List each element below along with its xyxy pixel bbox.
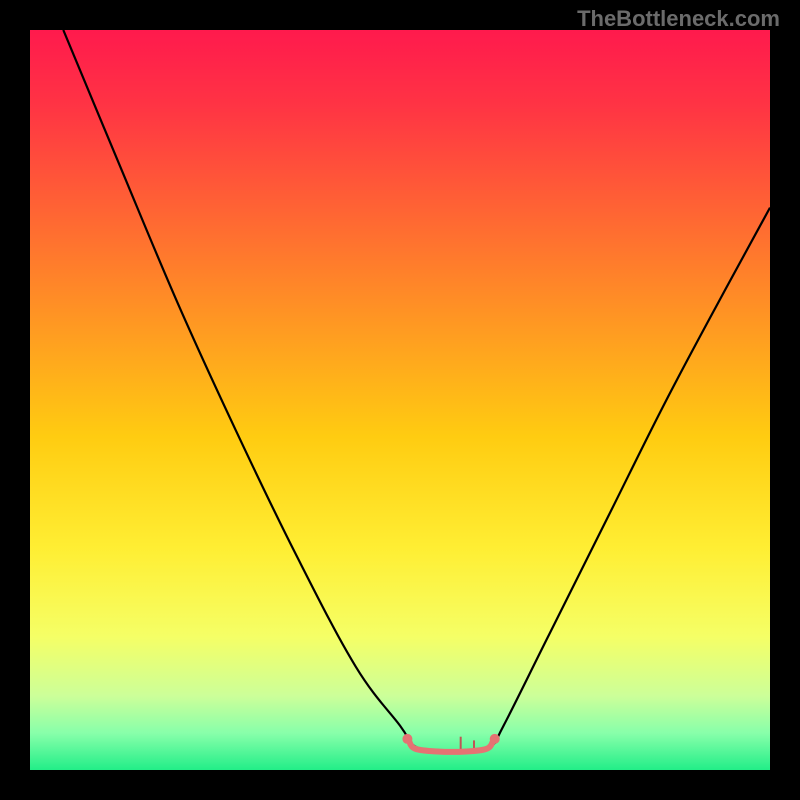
gradient-background <box>30 30 770 770</box>
marker-end-dot <box>490 734 500 744</box>
marker-start-dot <box>402 734 412 744</box>
watermark-text: TheBottleneck.com <box>577 6 780 32</box>
chart-container: TheBottleneck.com <box>0 0 800 800</box>
plot-area <box>30 30 770 770</box>
gradient-plot-svg <box>30 30 770 770</box>
